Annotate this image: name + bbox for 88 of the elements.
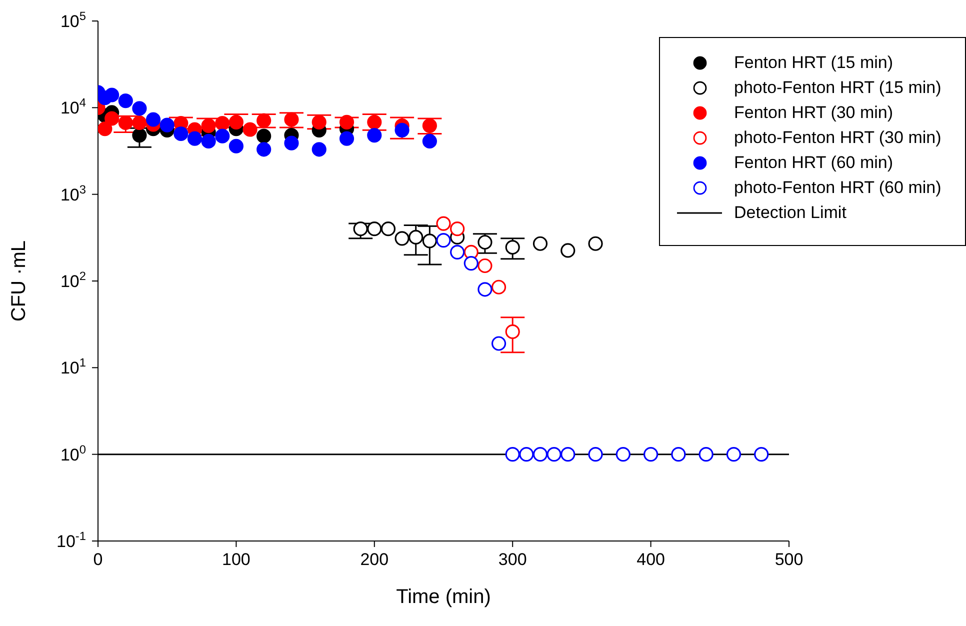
point (367, 114, 382, 130)
point (408, 230, 424, 245)
point (256, 128, 272, 144)
point (491, 280, 506, 294)
legend-label: Fenton HRT (60 min) (733, 152, 894, 174)
point (174, 126, 188, 142)
point (353, 222, 368, 236)
point (284, 112, 299, 127)
x-axis-title: Time (min) (396, 586, 491, 608)
legend-label: photo-Fenton HRT (15 min) (733, 77, 942, 99)
point (380, 222, 396, 236)
point (228, 114, 244, 130)
point (98, 122, 112, 136)
point (644, 447, 658, 462)
legend-label: photo-Fenton HRT (30 min) (733, 127, 942, 149)
point (532, 236, 548, 251)
point (491, 336, 506, 351)
y-tick-label: 10$^{0}$ (60, 442, 86, 464)
point (422, 234, 437, 248)
point (505, 324, 520, 339)
point (560, 243, 576, 258)
point (754, 447, 769, 462)
x-tick-label: 0 (93, 550, 103, 569)
point (671, 447, 686, 462)
point (478, 258, 492, 274)
point (588, 447, 603, 462)
point (160, 118, 174, 132)
y-tick-label: 10$^{4}$ (60, 96, 86, 118)
point (726, 447, 742, 462)
y-tick-label: 10$^{5}$ (60, 9, 86, 31)
point (450, 244, 465, 260)
point (367, 128, 382, 143)
point (505, 240, 520, 255)
point (312, 142, 326, 157)
point (118, 94, 133, 108)
point (394, 122, 410, 138)
point (616, 447, 630, 462)
point (215, 116, 230, 131)
point (436, 216, 451, 231)
point (104, 111, 120, 126)
point (560, 447, 576, 462)
point (519, 447, 534, 462)
point (367, 222, 382, 236)
point (118, 115, 133, 130)
legend-label: photo-Fenton HRT (60 min) (733, 177, 942, 199)
legend-label: Fenton HRT (15 min) (733, 52, 894, 74)
point (256, 113, 272, 128)
point (532, 447, 548, 462)
point (228, 138, 244, 154)
point (132, 101, 147, 116)
y-tick-label: 10$^{3}$ (60, 182, 86, 204)
point (132, 115, 147, 130)
legend-label: Fenton HRT (30 min) (733, 102, 894, 124)
point (201, 134, 216, 149)
point (478, 282, 492, 297)
point (256, 142, 272, 157)
point (146, 112, 161, 127)
x-tick-label: 100 (222, 550, 250, 569)
point (215, 128, 230, 144)
y-axis-title: CFU ·mL (8, 240, 30, 322)
x-tick-label: 400 (636, 550, 665, 569)
point (339, 131, 354, 146)
point (242, 122, 258, 137)
point (422, 134, 437, 149)
y-tick-label: 10$^{1}$ (60, 356, 86, 378)
point (698, 447, 714, 462)
point (104, 88, 120, 102)
point (132, 128, 147, 143)
point (478, 234, 492, 250)
y-tick-label: 10$^{2}$ (60, 269, 86, 291)
y-tick-label: 10$^{-1}$ (56, 529, 86, 551)
point (422, 118, 437, 133)
point (312, 114, 326, 130)
point (339, 114, 354, 130)
point (201, 118, 216, 133)
point (505, 447, 520, 462)
point (394, 231, 410, 246)
point (450, 222, 465, 236)
x-tick-label: 200 (360, 550, 389, 569)
point (284, 136, 299, 150)
point (546, 447, 562, 462)
x-tick-label: 500 (774, 550, 804, 569)
point (464, 256, 478, 271)
point (436, 232, 451, 248)
point (187, 131, 202, 146)
legend-label: Detection Limit (733, 202, 846, 224)
x-tick-label: 300 (498, 550, 527, 569)
point (588, 236, 603, 251)
